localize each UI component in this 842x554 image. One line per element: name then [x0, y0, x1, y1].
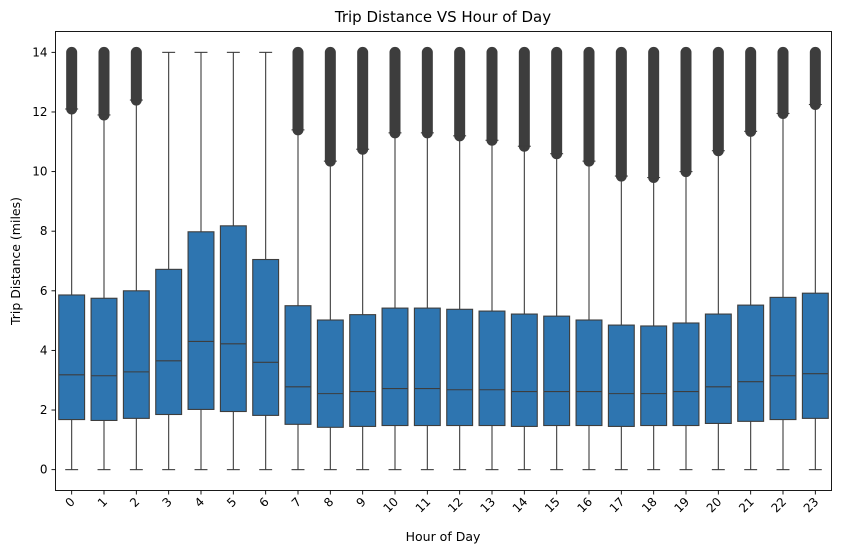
x-tick-label: 22: [768, 495, 789, 516]
box-hour-11: [413, 46, 441, 471]
y-tick-label: 12: [32, 105, 47, 119]
box-hour-7: [284, 46, 312, 471]
box-hour-0: [58, 46, 86, 471]
y-axis-label: Trip Distance (miles): [8, 197, 23, 326]
y-tick-label: 6: [40, 284, 48, 298]
y-axis: 0 2 4 6 8 10 12 14: [32, 45, 56, 477]
iqr-box: [187, 231, 215, 410]
y-tick-label: 4: [40, 343, 48, 357]
iqr-box: [219, 225, 247, 413]
iqr-box: [58, 294, 86, 421]
x-tick-label: 14: [510, 495, 531, 516]
x-axis-label: Hour of Day: [406, 529, 481, 544]
iqr-box: [90, 297, 118, 422]
x-tick-label: 15: [542, 495, 563, 516]
iqr-box: [413, 307, 441, 427]
x-tick-label: 19: [671, 495, 692, 516]
x-tick-label: 6: [256, 495, 271, 510]
box-hour-4: [187, 51, 215, 471]
x-tick-label: 8: [321, 495, 336, 510]
box-hour-23: [801, 46, 829, 471]
iqr-box: [704, 313, 732, 424]
x-tick-label: 2: [127, 495, 142, 510]
iqr-box: [801, 292, 829, 419]
x-tick-label: 12: [445, 495, 466, 516]
x-tick-label: 7: [289, 495, 304, 510]
plot-area: [58, 46, 829, 471]
box-hour-3: [155, 51, 183, 471]
iqr-box: [381, 307, 409, 427]
iqr-box: [122, 290, 150, 419]
iqr-box: [284, 305, 312, 425]
plot-frame: [55, 31, 832, 491]
x-tick-label: 5: [224, 495, 239, 510]
iqr-box: [575, 319, 603, 427]
iqr-box: [446, 308, 474, 427]
iqr-box: [478, 310, 506, 427]
box-hour-9: [349, 46, 377, 471]
box-hour-20: [704, 46, 732, 471]
x-tick-label: 4: [192, 495, 207, 510]
box-hour-19: [672, 46, 700, 471]
box-hour-15: [543, 46, 571, 471]
iqr-box: [640, 325, 668, 427]
y-tick-label: 8: [40, 224, 48, 238]
y-tick-label: 2: [40, 403, 48, 417]
box-hour-12: [446, 46, 474, 471]
iqr-box: [769, 296, 797, 421]
x-tick-label: 13: [477, 495, 498, 516]
box-hour-17: [607, 46, 635, 471]
box-hour-13: [478, 46, 506, 471]
iqr-box: [349, 314, 377, 427]
box-hour-18: [640, 46, 668, 471]
box-hour-22: [769, 46, 797, 471]
box-hour-14: [510, 46, 538, 471]
y-tick-label: 0: [40, 463, 48, 477]
x-tick-label: 0: [62, 495, 77, 510]
x-tick-label: 9: [353, 495, 368, 510]
iqr-box: [316, 319, 344, 428]
x-tick-label: 20: [704, 495, 725, 516]
y-tick-label: 14: [32, 45, 47, 59]
x-tick-label: 21: [736, 495, 757, 516]
iqr-box: [737, 304, 765, 422]
x-tick-label: 11: [413, 495, 434, 516]
x-axis: 0 1 2 3 4 5 6 7 8 9 10 11 12 13 14 15 16 17 18 19 20 21 22 23: [62, 490, 822, 516]
box-hour-1: [90, 46, 118, 471]
iqr-box: [607, 324, 635, 427]
y-tick-label: 10: [32, 165, 47, 179]
box-hour-5: [219, 51, 247, 471]
iqr-box: [252, 258, 280, 416]
iqr-box: [155, 268, 183, 416]
x-tick-label: 10: [380, 495, 401, 516]
iqr-box: [672, 322, 700, 427]
box-hour-2: [122, 46, 150, 471]
box-hour-21: [737, 46, 765, 471]
iqr-box: [510, 313, 538, 427]
iqr-box: [543, 315, 571, 427]
box-hour-6: [252, 51, 280, 471]
x-tick-label: 16: [574, 495, 595, 516]
x-tick-label: 17: [607, 495, 628, 516]
box-hour-16: [575, 46, 603, 471]
x-tick-label: 1: [95, 495, 110, 510]
x-tick-label: 23: [801, 495, 822, 516]
box-hour-8: [316, 46, 344, 471]
chart-title: Trip Distance VS Hour of Day: [334, 8, 551, 26]
box-hour-10: [381, 46, 409, 471]
x-tick-label: 18: [639, 495, 660, 516]
x-tick-label: 3: [159, 495, 174, 510]
